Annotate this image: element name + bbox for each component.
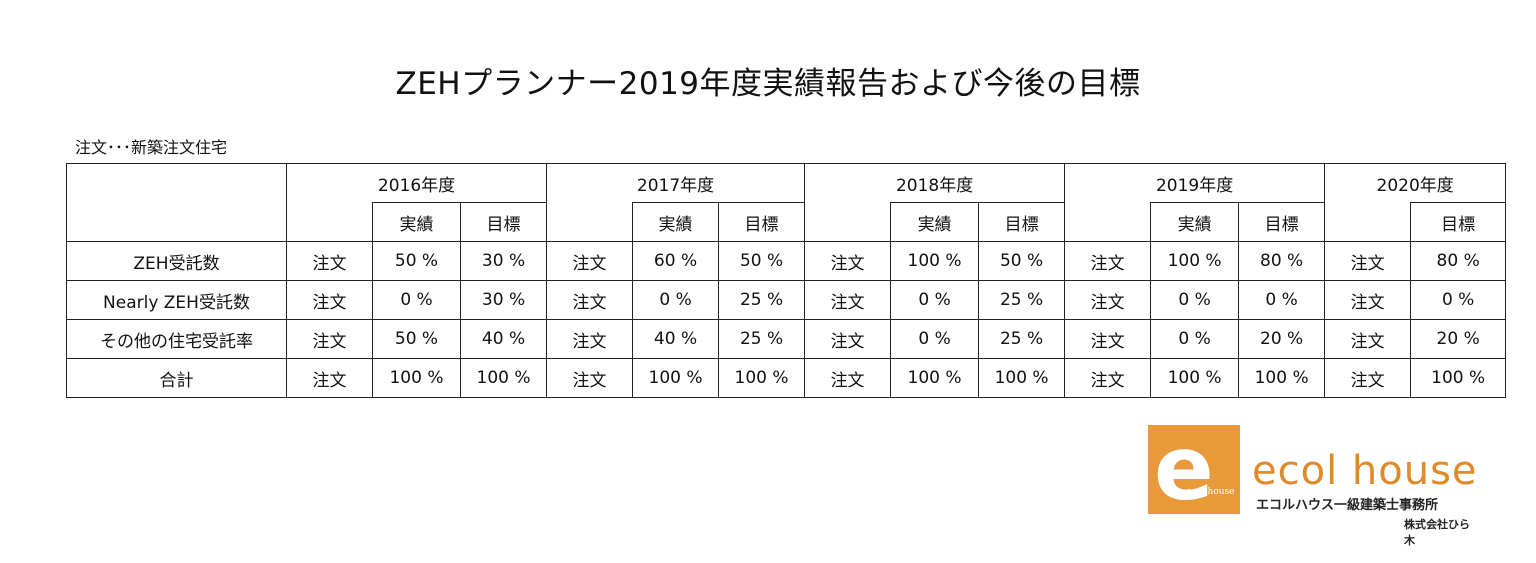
type-cell: 注文 [1324,241,1412,281]
page-title: ZEHプランナー2019年度実績報告および今後の目標 [395,66,1141,102]
target-cell: 30 % [459,241,548,281]
target-header: 目標 [1238,202,1326,242]
type-cell: 注文 [286,241,373,281]
target-cell: 100 % [1410,358,1507,398]
type-cell: 注文 [546,280,634,320]
actual-cell: 100 % [372,358,461,398]
year-header: 2019年度 [1064,163,1326,203]
row-label: ZEH受託数 [66,241,287,281]
table-row: 合計 注文 100 % 100 % 注文 100 % 100 % 注文 100 … [66,358,1507,398]
type-cell: 注文 [1324,358,1412,398]
target-cell: 50 % [978,241,1066,281]
actual-cell: 100 % [890,358,980,398]
logo-mark: e [1154,425,1214,514]
type-header-blank [1064,202,1152,242]
company-logo: e ecol house ecol house エコルハウス一級建築士事務所 株… [1148,418,1478,547]
target-cell: 80 % [1410,241,1507,281]
table-row: その他の住宅受託率 注文 50 % 40 % 注文 40 % 25 % 注文 0… [66,319,1507,359]
logo-name: ecol house [1252,448,1478,494]
target-cell: 100 % [718,358,806,398]
row-label: その他の住宅受託率 [66,319,287,359]
actual-header: 実績 [1150,202,1240,242]
target-cell: 80 % [1238,241,1326,281]
type-cell: 注文 [1064,241,1152,281]
header-row-sub: 実績 目標 実績 目標 実績 目標 実績 目標 目標 [66,202,1507,242]
actual-cell: 0 % [632,280,720,320]
corner-cell [66,163,287,203]
actual-cell: 100 % [890,241,980,281]
type-cell: 注文 [546,241,634,281]
type-cell: 注文 [286,319,373,359]
actual-cell: 50 % [372,319,461,359]
year-header: 2018年度 [804,163,1066,203]
header-row-years: 2016年度 2017年度 2018年度 2019年度 2020年度 [66,163,1507,203]
corner-cell [66,202,287,242]
logo-company: 株式会社ひら木 [1404,518,1470,547]
row-label: Nearly ZEH受託数 [66,280,287,320]
type-cell: 注文 [804,280,892,320]
year-header: 2020年度 [1324,163,1507,203]
target-header: 目標 [1410,202,1507,242]
actual-cell: 0 % [1150,280,1240,320]
target-cell: 25 % [978,319,1066,359]
target-cell: 40 % [459,319,548,359]
type-header-blank [804,202,892,242]
actual-cell: 0 % [890,319,980,359]
actual-cell: 100 % [632,358,720,398]
target-header: 目標 [459,202,548,242]
row-label: 合計 [66,358,287,398]
type-cell: 注文 [804,319,892,359]
target-cell: 25 % [718,280,806,320]
target-header: 目標 [718,202,806,242]
target-cell: 0 % [1410,280,1507,320]
target-cell: 50 % [718,241,806,281]
table-row: Nearly ZEH受託数 注文 0 % 30 % 注文 0 % 25 % 注文… [66,280,1507,320]
logo-mini-text: ecol house [1186,487,1235,497]
type-cell: 注文 [546,319,634,359]
type-cell: 注文 [1064,358,1152,398]
type-header-blank [546,202,634,242]
type-header-blank [286,202,373,242]
type-cell: 注文 [1324,319,1412,359]
type-cell: 注文 [804,241,892,281]
target-cell: 100 % [459,358,548,398]
target-cell: 30 % [459,280,548,320]
target-cell: 0 % [1238,280,1326,320]
actual-header: 実績 [632,202,720,242]
type-cell: 注文 [286,280,373,320]
actual-header: 実績 [372,202,461,242]
actual-cell: 50 % [372,241,461,281]
type-header-blank [1324,202,1412,242]
actual-header: 実績 [890,202,980,242]
type-cell: 注文 [546,358,634,398]
actual-cell: 60 % [632,241,720,281]
year-header: 2017年度 [546,163,806,203]
logo-mark-box: e ecol house [1148,425,1240,514]
type-cell: 注文 [286,358,373,398]
target-cell: 100 % [978,358,1066,398]
target-cell: 20 % [1238,319,1326,359]
target-cell: 100 % [1238,358,1326,398]
actual-cell: 0 % [372,280,461,320]
table-row: ZEH受託数 注文 50 % 30 % 注文 60 % 50 % 注文 100 … [66,241,1507,281]
actual-cell: 100 % [1150,241,1240,281]
logo-subtitle: エコルハウス一級建築士事務所 [1256,498,1439,513]
target-header: 目標 [978,202,1066,242]
type-cell: 注文 [1064,319,1152,359]
actual-cell: 40 % [632,319,720,359]
legend-note: 注文･･･新築注文住宅 [75,138,228,157]
report-table: 2016年度 2017年度 2018年度 2019年度 2020年度 実績 目標… [66,163,1507,398]
actual-cell: 0 % [1150,319,1240,359]
year-header: 2016年度 [285,163,548,203]
target-cell: 25 % [978,280,1066,320]
target-cell: 25 % [718,319,806,359]
type-cell: 注文 [1064,280,1152,320]
type-cell: 注文 [804,358,892,398]
target-cell: 20 % [1410,319,1507,359]
actual-cell: 0 % [890,280,980,320]
actual-cell: 100 % [1150,358,1240,398]
type-cell: 注文 [1324,280,1412,320]
